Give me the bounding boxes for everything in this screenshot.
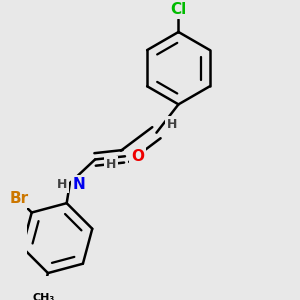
Text: H: H xyxy=(106,158,116,171)
Text: CH₃: CH₃ xyxy=(33,293,55,300)
Text: O: O xyxy=(131,149,144,164)
Text: N: N xyxy=(73,177,86,192)
Text: Cl: Cl xyxy=(170,2,187,17)
Text: H: H xyxy=(167,118,177,131)
Text: Br: Br xyxy=(10,191,28,206)
Text: H: H xyxy=(56,178,67,191)
